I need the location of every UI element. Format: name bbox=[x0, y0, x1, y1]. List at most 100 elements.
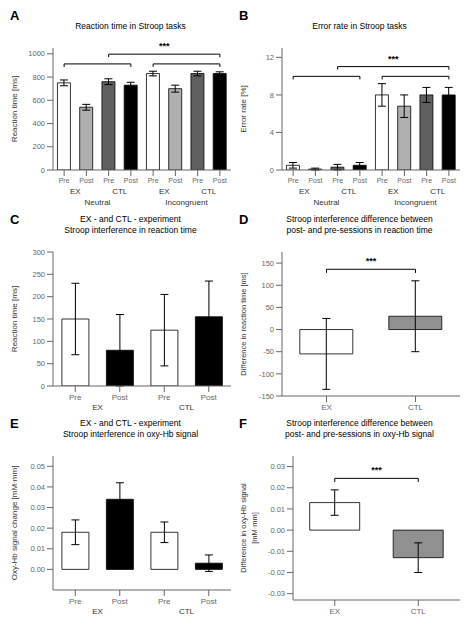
svg-text:Oxy-Hb signal change [mM·mm]: Oxy-Hb signal change [mM·mm] bbox=[10, 466, 19, 581]
svg-text:***: *** bbox=[388, 54, 399, 64]
svg-text:0.03: 0.03 bbox=[270, 462, 285, 471]
svg-text:Post: Post bbox=[397, 177, 411, 184]
html-text:post- and pre-sessions in oxy-: post- and pre-sessions in oxy-Hb signal bbox=[285, 429, 434, 439]
svg-text:Pre: Pre bbox=[377, 177, 388, 184]
html-text:Neutral: Neutral bbox=[84, 198, 111, 207]
svg-text:8: 8 bbox=[270, 91, 274, 100]
svg-text:Post: Post bbox=[168, 177, 182, 184]
svg-text:0: 0 bbox=[270, 325, 274, 334]
html-text:EX: EX bbox=[298, 187, 310, 196]
svg-text:CTL: CTL bbox=[408, 403, 424, 412]
svg-text:Pre: Pre bbox=[69, 597, 82, 606]
svg-text:EX: EX bbox=[321, 403, 332, 412]
svg-text:Error rate [%]: Error rate [%] bbox=[239, 85, 248, 133]
html-text:B: B bbox=[239, 8, 249, 23]
svg-text:0: 0 bbox=[270, 166, 274, 175]
svg-text:EX: EX bbox=[329, 607, 340, 616]
html-text:post- and pre-sessions in reac: post- and pre-sessions in reaction time bbox=[286, 225, 433, 235]
svg-text:Post: Post bbox=[124, 177, 138, 184]
svg-text:Pre: Pre bbox=[421, 177, 432, 184]
svg-text:200: 200 bbox=[32, 142, 45, 151]
svg-text:0.02: 0.02 bbox=[270, 483, 285, 492]
svg-text:Pre: Pre bbox=[192, 177, 203, 184]
svg-text:0.01: 0.01 bbox=[30, 544, 45, 553]
html-text:EX: EX bbox=[69, 187, 81, 196]
svg-text:Pre: Pre bbox=[158, 597, 171, 606]
svg-text:0.02: 0.02 bbox=[30, 524, 45, 533]
html-text:Error rate in Stroop tasks: Error rate in Stroop tasks bbox=[312, 21, 407, 31]
svg-text:150: 150 bbox=[261, 259, 274, 268]
svg-text:Pre: Pre bbox=[158, 393, 171, 402]
svg-text:0.00: 0.00 bbox=[270, 526, 285, 535]
svg-text:0: 0 bbox=[41, 382, 45, 391]
svg-text:0: 0 bbox=[41, 166, 45, 175]
svg-text:0.01: 0.01 bbox=[270, 505, 285, 514]
svg-text:4: 4 bbox=[270, 128, 274, 137]
svg-text:-50: -50 bbox=[263, 347, 274, 356]
svg-text:300: 300 bbox=[32, 248, 45, 257]
svg-text:-0.03: -0.03 bbox=[268, 589, 285, 598]
svg-text:***: *** bbox=[159, 41, 170, 51]
html-text:CTL: CTL bbox=[112, 187, 128, 196]
svg-text:12: 12 bbox=[266, 53, 274, 62]
svg-text:50: 50 bbox=[266, 303, 274, 312]
svg-text:-150: -150 bbox=[259, 392, 274, 401]
svg-text:Post: Post bbox=[112, 597, 129, 606]
html-text:Reaction time in Stroop tasks: Reaction time in Stroop tasks bbox=[75, 21, 186, 31]
svg-text:Pre: Pre bbox=[103, 177, 114, 184]
html-text:EX - and CTL - experiment: EX - and CTL - experiment bbox=[80, 418, 181, 428]
html-text:D: D bbox=[239, 212, 249, 227]
html-text:Stroop interference difference: Stroop interference difference between bbox=[286, 214, 433, 224]
svg-text:CTL: CTL bbox=[411, 607, 427, 616]
svg-text:Post: Post bbox=[308, 177, 322, 184]
svg-text:Pre: Pre bbox=[59, 177, 70, 184]
svg-text:250: 250 bbox=[32, 270, 45, 279]
svg-text:Post: Post bbox=[213, 177, 227, 184]
svg-text:Pre: Pre bbox=[288, 177, 299, 184]
svg-text:-0.01: -0.01 bbox=[268, 547, 285, 556]
svg-text:Difference in oxy-Hb signal: Difference in oxy-Hb signal bbox=[239, 483, 248, 573]
svg-text:Post: Post bbox=[79, 177, 93, 184]
svg-text:Pre: Pre bbox=[69, 393, 82, 402]
svg-text:Pre: Pre bbox=[148, 177, 159, 184]
svg-text:Pre: Pre bbox=[332, 177, 343, 184]
svg-text:-100: -100 bbox=[259, 370, 274, 379]
svg-text:400: 400 bbox=[32, 119, 45, 128]
html-text:Neutral: Neutral bbox=[313, 198, 340, 207]
svg-text:0.00: 0.00 bbox=[30, 565, 45, 574]
svg-text:200: 200 bbox=[32, 292, 45, 301]
html-text:EX - and CTL - experiment: EX - and CTL - experiment bbox=[80, 214, 181, 224]
svg-text:Post: Post bbox=[201, 393, 218, 402]
svg-text:Post: Post bbox=[353, 177, 367, 184]
svg-text:Post: Post bbox=[442, 177, 456, 184]
html-text:C: C bbox=[10, 212, 20, 227]
html-text:EX: EX bbox=[387, 187, 399, 196]
svg-text:Post: Post bbox=[201, 597, 218, 606]
svg-text:***: *** bbox=[371, 465, 382, 475]
html-text:CTL: CTL bbox=[341, 187, 357, 196]
svg-text:100: 100 bbox=[32, 337, 45, 346]
svg-text:100: 100 bbox=[261, 281, 274, 290]
svg-text:600: 600 bbox=[32, 96, 45, 105]
svg-text:***: *** bbox=[366, 256, 377, 266]
html-text:Stroop interference difference: Stroop interference difference between bbox=[286, 418, 433, 428]
html-text:Stroop interference in reactio: Stroop interference in reaction time bbox=[64, 225, 197, 235]
html-text:Stroop interference in oxy-Hb: Stroop interference in oxy-Hb signal bbox=[62, 429, 199, 439]
html-text:EX: EX bbox=[158, 187, 170, 196]
svg-text:[mM·mm]: [mM·mm] bbox=[250, 512, 259, 544]
svg-text:1000: 1000 bbox=[28, 49, 45, 58]
svg-text:-0.02: -0.02 bbox=[268, 568, 285, 577]
svg-text:Post: Post bbox=[112, 393, 129, 402]
html-text:CTL: CTL bbox=[201, 187, 217, 196]
svg-text:0.05: 0.05 bbox=[30, 462, 45, 471]
svg-text:150: 150 bbox=[32, 315, 45, 324]
svg-text:Difference in reaction time [m: Difference in reaction time [ms] bbox=[239, 272, 248, 375]
svg-text:800: 800 bbox=[32, 73, 45, 82]
svg-text:50: 50 bbox=[37, 359, 45, 368]
svg-text:Reaction time [ms]: Reaction time [ms] bbox=[10, 76, 19, 142]
svg-text:0.03: 0.03 bbox=[30, 503, 45, 512]
html-text:Incongruent: Incongruent bbox=[165, 198, 208, 207]
svg-text:Reaction time [ms]: Reaction time [ms] bbox=[10, 286, 19, 352]
svg-text:0.04: 0.04 bbox=[30, 483, 45, 492]
html-text:A: A bbox=[10, 8, 20, 23]
